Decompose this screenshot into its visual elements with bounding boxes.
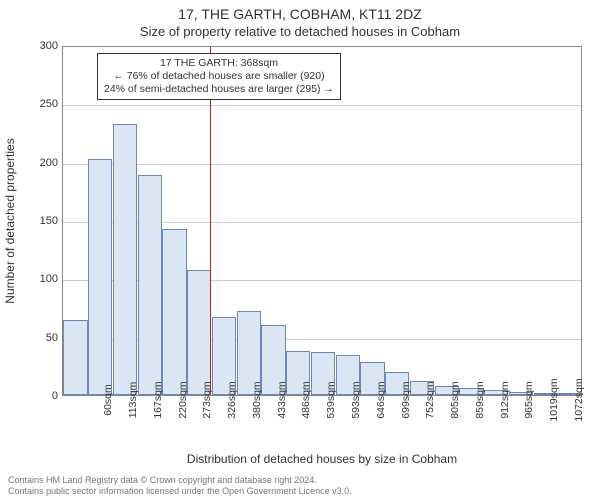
footer-line-1: Contains HM Land Registry data © Crown c…	[8, 475, 592, 485]
y-tick-label: 300	[18, 40, 58, 52]
y-tick-label: 50	[18, 332, 58, 344]
gridline	[63, 164, 581, 165]
x-axis-label: Distribution of detached houses by size …	[62, 452, 582, 466]
y-tick-label: 150	[18, 215, 58, 227]
y-tick-label: 100	[18, 273, 58, 285]
histogram-bar	[88, 159, 112, 395]
plot-area: 17 THE GARTH: 368sqm← 76% of detached ho…	[62, 46, 582, 396]
footer-attribution: Contains HM Land Registry data © Crown c…	[8, 475, 592, 496]
annotation-box: 17 THE GARTH: 368sqm← 76% of detached ho…	[97, 53, 341, 100]
annotation-line: 17 THE GARTH: 368sqm	[104, 57, 334, 70]
histogram-bar	[162, 229, 186, 395]
chart-subtitle: Size of property relative to detached ho…	[0, 24, 600, 39]
x-tick-label: 1125sqm	[570, 379, 600, 421]
y-axis-label: Number of detached properties	[3, 138, 17, 303]
histogram-bar	[187, 270, 211, 395]
histogram-bar	[113, 124, 137, 395]
y-tick-label: 250	[18, 98, 58, 110]
annotation-line: 24% of semi-detached houses are larger (…	[104, 83, 334, 96]
y-tick-label: 0	[18, 390, 58, 402]
footer-line-2: Contains public sector information licen…	[8, 486, 592, 496]
histogram-bar	[138, 175, 162, 396]
chart-title: 17, THE GARTH, COBHAM, KT11 2DZ	[0, 6, 600, 22]
gridline	[63, 105, 581, 106]
annotation-line: ← 76% of detached houses are smaller (92…	[104, 70, 334, 83]
y-tick-label: 200	[18, 157, 58, 169]
